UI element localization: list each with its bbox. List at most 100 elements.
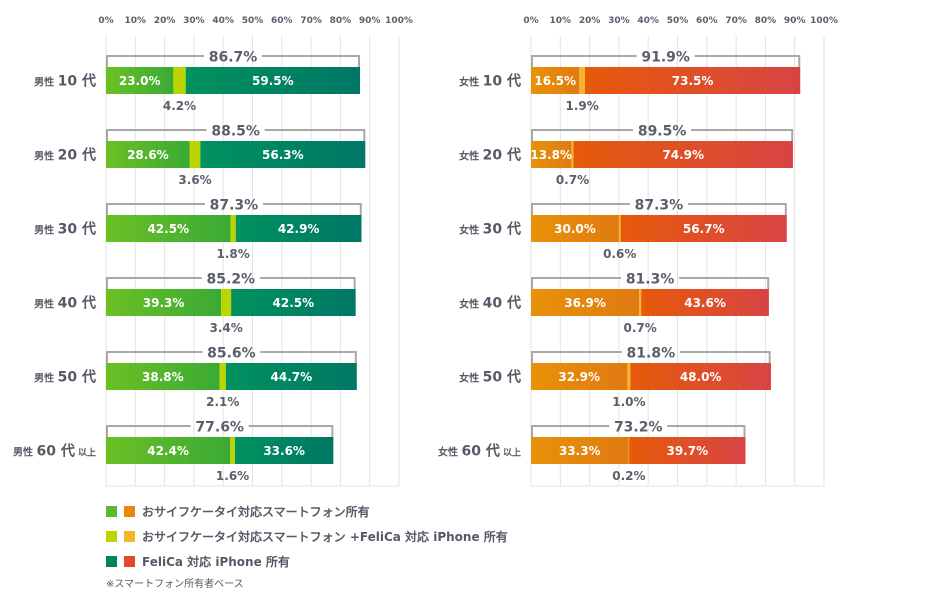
bar-segment — [173, 67, 186, 94]
legend-swatch-female — [124, 556, 135, 567]
category-prefix: 男性 — [34, 224, 57, 237]
category-label: 男性 10 代 — [34, 73, 96, 90]
data-label-below: 0.6% — [603, 247, 636, 261]
bar-segment — [531, 67, 580, 94]
data-label: 42.9% — [278, 222, 320, 236]
bar-segment — [531, 141, 572, 168]
bar-segment — [230, 437, 235, 464]
category-prefix: 女性 — [459, 372, 482, 385]
x-tick-label: 80% — [755, 16, 777, 26]
x-tick-label: 50% — [242, 16, 264, 26]
category-prefix: 女性 — [438, 446, 461, 459]
legend-item-osaifu: おサイフケータイ対応スマートフォン所有 — [106, 503, 370, 520]
bar-segment — [106, 141, 190, 168]
x-tick-label: 100% — [810, 16, 838, 26]
bar-segment — [106, 67, 174, 94]
data-label: 38.8% — [142, 370, 184, 384]
female-chart: 0% 10% 20% 30% 40% 50% 60% 70% 80% 90% 100% 女性 10 代… — [438, 16, 838, 487]
category-main: 20 代 — [58, 147, 96, 164]
data-label: 42.5% — [273, 296, 315, 310]
total-label: 85.6% — [207, 346, 256, 362]
total-label: 85.2% — [207, 272, 256, 288]
data-label-below: 4.2% — [163, 99, 196, 113]
x-tick-label: 30% — [608, 16, 630, 26]
male-chart: 0% 10% 20% 30% 40% 50% 60% 70% 80% 90% 100% 男性 10 代… — [13, 16, 413, 487]
bar-segment — [106, 437, 231, 464]
bar-segment — [579, 67, 585, 94]
footnote: ※スマートフォン所有者ベース — [106, 579, 244, 590]
total-bracket — [531, 129, 634, 141]
category-main: 30 代 — [58, 221, 96, 238]
bar-segment — [584, 67, 801, 94]
total-bracket — [679, 277, 770, 289]
category-prefix: 男性 — [34, 150, 57, 163]
data-label: 39.7% — [666, 444, 708, 458]
category-prefix: 男性 — [13, 446, 36, 459]
total-bracket — [531, 203, 630, 215]
bar-segment — [618, 215, 621, 242]
total-bracket — [106, 351, 203, 363]
x-tick-label: 80% — [330, 16, 352, 26]
total-bracket — [694, 55, 801, 67]
data-label: 39.3% — [143, 296, 185, 310]
category-prefix: 男性 — [34, 76, 57, 89]
x-tick-label: 100% — [385, 16, 413, 26]
total-bracket — [106, 55, 205, 67]
total-bracket — [264, 129, 366, 141]
bar-segment — [219, 363, 226, 390]
total-bracket — [248, 425, 334, 437]
total-bracket — [687, 203, 787, 215]
total-bracket — [106, 203, 205, 215]
total-label: 86.7% — [209, 50, 258, 66]
bar-segment — [225, 363, 357, 390]
data-label: 56.3% — [262, 148, 304, 162]
total-bracket — [679, 351, 771, 363]
legend-swatch-male — [106, 506, 117, 517]
category-label: 女性 60 代 以上 — [438, 443, 521, 460]
data-label-below: 1.0% — [612, 395, 645, 409]
total-bracket — [691, 129, 794, 141]
data-label-below: 1.8% — [217, 247, 250, 261]
data-label-below: 1.9% — [565, 99, 598, 113]
x-tick-label: 10% — [125, 16, 147, 26]
bar-segment — [231, 289, 356, 316]
total-label: 77.6% — [195, 420, 244, 436]
category-label: 男性 40 代 — [34, 295, 96, 312]
bar-segment — [531, 289, 640, 316]
x-tick-label: 0% — [523, 16, 538, 26]
category-main: 40 代 — [58, 295, 96, 312]
bar-segment — [230, 215, 236, 242]
data-label: 36.9% — [564, 296, 606, 310]
category-prefix: 男性 — [34, 372, 57, 385]
category-main: 50 代 — [58, 369, 96, 386]
total-bracket — [667, 425, 746, 437]
bar-segment — [627, 363, 631, 390]
bar-segment — [629, 437, 746, 464]
category-suffix: 以上 — [75, 447, 96, 459]
x-tick-label: 90% — [784, 16, 806, 26]
category-label: 女性 20 代 — [459, 147, 521, 164]
x-tick-label: 60% — [696, 16, 718, 26]
data-label: 28.6% — [127, 148, 169, 162]
total-label: 81.8% — [627, 346, 676, 362]
total-bracket — [106, 129, 207, 141]
category-label: 男性 60 代 以上 — [13, 443, 96, 460]
data-label: 42.4% — [147, 444, 189, 458]
x-tick-label: 60% — [271, 16, 293, 26]
category-prefix: 女性 — [459, 224, 482, 237]
data-label: 74.9% — [662, 148, 704, 162]
total-bracket — [106, 277, 202, 289]
data-label: 44.7% — [271, 370, 313, 384]
data-label-below: 0.7% — [556, 173, 589, 187]
data-label: 16.5% — [534, 74, 576, 88]
x-tick-label: 20% — [154, 16, 176, 26]
data-label-below: 3.6% — [178, 173, 211, 187]
data-label: 33.6% — [263, 444, 305, 458]
category-label: 女性 50 代 — [459, 369, 521, 386]
legend-label: FeliCa 対応 iPhone 所有 — [142, 555, 290, 569]
total-label: 87.3% — [635, 198, 684, 214]
bar-segment — [531, 437, 629, 464]
bar-segment — [630, 363, 771, 390]
total-label: 81.3% — [626, 272, 675, 288]
